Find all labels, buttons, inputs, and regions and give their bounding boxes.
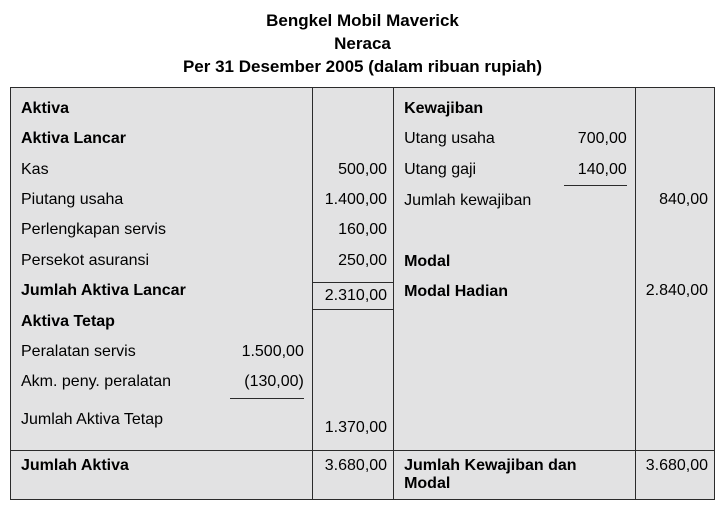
aktiva-lancar-heading: Aktiva Lancar xyxy=(21,124,304,154)
report-period: Per 31 Desember 2005 (dalam ribuan rupia… xyxy=(10,56,715,79)
jumlah-lancar-label: Jumlah Aktiva Lancar xyxy=(21,276,304,306)
peralatan-value: 1.500,00 xyxy=(228,337,304,367)
report-title: Neraca xyxy=(10,33,715,56)
modal-hadian-value: 2.840,00 xyxy=(640,276,708,306)
akm-label: Akm. peny. peralatan xyxy=(21,367,171,398)
utang-gaji-value: 140,00 xyxy=(564,155,627,186)
jumlah-kewajiban-label: Jumlah kewajiban xyxy=(404,186,627,216)
perlengkapan-value: 160,00 xyxy=(317,215,387,245)
kas-value: 500,00 xyxy=(317,155,387,185)
modal-hadian-label: Modal Hadian xyxy=(404,277,627,307)
utang-usaha-label: Utang usaha xyxy=(404,124,495,154)
jumlah-lancar-value: 2.310,00 xyxy=(313,282,393,310)
balance-sheet-table: Aktiva Aktiva Lancar Kas Piutang usaha P… xyxy=(10,87,715,500)
akm-value: (130,00) xyxy=(230,367,304,398)
persekot-value: 250,00 xyxy=(317,246,387,276)
jumlah-aktiva-label: Jumlah Aktiva xyxy=(11,451,312,481)
piutang-label: Piutang usaha xyxy=(21,185,304,215)
aktiva-heading: Aktiva xyxy=(21,94,304,124)
persekot-label: Persekot asuransi xyxy=(21,246,304,276)
jumlah-km-label: Jumlah Kewajiban dan Modal xyxy=(394,451,635,499)
utang-usaha-value: 700,00 xyxy=(564,124,627,154)
jumlah-tetap-label: Jumlah Aktiva Tetap xyxy=(21,405,304,435)
perlengkapan-label: Perlengkapan servis xyxy=(21,215,304,245)
jumlah-km-value: 3.680,00 xyxy=(636,451,714,481)
kas-label: Kas xyxy=(21,155,304,185)
kewajiban-heading: Kewajiban xyxy=(404,94,627,124)
jumlah-kewajiban-value: 840,00 xyxy=(640,185,708,215)
utang-gaji-label: Utang gaji xyxy=(404,155,476,186)
report-header: Bengkel Mobil Maverick Neraca Per 31 Des… xyxy=(10,10,715,79)
peralatan-label: Peralatan servis xyxy=(21,337,136,367)
company-name: Bengkel Mobil Maverick xyxy=(10,10,715,33)
aktiva-tetap-heading: Aktiva Tetap xyxy=(21,307,304,337)
jumlah-tetap-value: 1.370,00 xyxy=(317,413,387,443)
modal-heading: Modal xyxy=(404,247,627,277)
piutang-value: 1.400,00 xyxy=(317,185,387,215)
jumlah-aktiva-value: 3.680,00 xyxy=(313,451,393,481)
